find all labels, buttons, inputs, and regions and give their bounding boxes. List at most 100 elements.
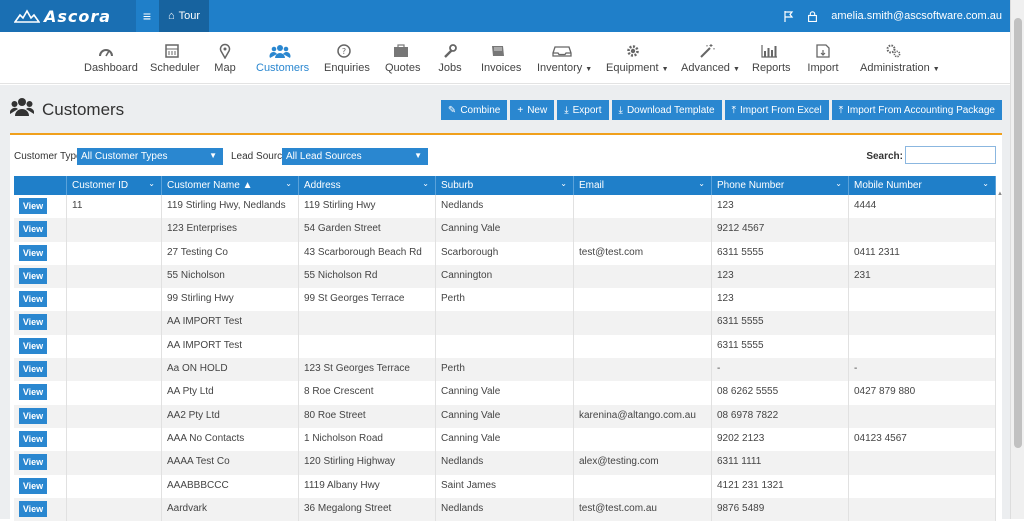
flag-icon[interactable] xyxy=(784,10,794,22)
view-button[interactable]: View xyxy=(19,430,47,447)
logo-text: Ascora xyxy=(44,6,112,26)
import-icon xyxy=(816,44,830,58)
cell-customer-id xyxy=(67,311,162,335)
customer-type-select[interactable]: All Customer Types ▼ xyxy=(77,148,223,165)
nav-quotes[interactable]: Quotes xyxy=(385,43,420,74)
table-row: View 27 Testing Co 43 Scarborough Beach Rd… xyxy=(14,241,996,265)
cell-phone-number: 123 xyxy=(712,264,849,289)
cell-phone-number: 08 6978 7822 xyxy=(712,404,849,428)
cell-phone-number: 6311 5555 xyxy=(712,311,849,335)
nav-map[interactable]: Map xyxy=(212,43,238,74)
nav-enquiries[interactable]: ? Enquiries xyxy=(324,43,370,74)
view-button[interactable]: View xyxy=(19,221,47,238)
hamburger-menu-icon[interactable]: ≡ xyxy=(142,8,152,24)
cell-email xyxy=(574,218,712,242)
import-from-accounting-button[interactable]: ⤒ Import From Accounting Package xyxy=(831,100,1002,120)
column-header-email[interactable]: Email ⌄ xyxy=(574,176,712,195)
view-button[interactable]: View xyxy=(19,244,47,261)
import-from-excel-button[interactable]: ⤒ Import From Excel xyxy=(724,100,829,120)
cell-phone-number: 6311 5555 xyxy=(712,334,849,359)
nav-reports[interactable]: Reports xyxy=(752,43,791,74)
cell-suburb: Saint James xyxy=(436,474,574,498)
column-header-customer-name[interactable]: Customer Name ▲ ⌄ xyxy=(162,176,299,195)
view-button[interactable]: View xyxy=(19,477,47,494)
cell-actions: View xyxy=(14,218,67,242)
cell-suburb: Nedlands xyxy=(436,195,574,219)
chevron-down-icon: ▼ xyxy=(585,66,593,73)
cell-mobile-number xyxy=(849,451,996,475)
lead-source-select[interactable]: All Lead Sources ▼ xyxy=(282,148,428,165)
ascora-logo[interactable]: Ascora xyxy=(0,0,136,32)
cell-email xyxy=(574,288,712,312)
nav-inventory[interactable]: Inventory ▼ xyxy=(537,43,592,74)
page-scrollbar[interactable] xyxy=(1010,0,1024,519)
cell-mobile-number: 04123 4567 xyxy=(849,427,996,452)
table-scrollbar[interactable]: ▲ xyxy=(996,191,1004,521)
combine-button[interactable]: ✎ Combine xyxy=(440,100,508,120)
cell-mobile-number xyxy=(849,311,996,335)
nav-dashboard[interactable]: Dashboard xyxy=(84,43,138,74)
chevron-down-icon[interactable]: ⌄ xyxy=(835,179,842,188)
view-button[interactable]: View xyxy=(19,407,47,424)
view-button[interactable]: View xyxy=(19,454,47,471)
cell-customer-name: AA2 Pty Ltd xyxy=(162,404,299,428)
export-button[interactable]: ⤓ Export xyxy=(557,100,609,120)
magic-wand-icon: ✎ xyxy=(447,104,457,116)
search-input[interactable] xyxy=(905,146,996,164)
view-button[interactable]: View xyxy=(19,384,47,401)
nav-scheduler[interactable]: Scheduler xyxy=(150,43,200,74)
cell-email xyxy=(574,195,712,219)
view-button[interactable]: View xyxy=(19,337,47,354)
cell-email xyxy=(574,358,712,382)
map-pin-icon xyxy=(219,43,231,59)
view-button[interactable]: View xyxy=(19,198,47,214)
nav-advanced[interactable]: Advanced ▼ xyxy=(681,43,740,74)
lock-icon[interactable] xyxy=(808,10,818,22)
tour-button[interactable]: ⌂ Tour xyxy=(159,0,209,32)
nav-invoices[interactable]: Invoices xyxy=(481,43,521,74)
chevron-down-icon[interactable]: ⌄ xyxy=(148,179,155,188)
user-email[interactable]: amelia.smith@ascsoftware.com.au xyxy=(831,10,1002,22)
cell-address xyxy=(299,334,436,359)
nav-customers[interactable]: Customers xyxy=(256,43,309,74)
cell-mobile-number xyxy=(849,218,996,242)
new-button[interactable]: + New xyxy=(510,100,555,120)
cell-phone-number: 9212 4567 xyxy=(712,218,849,242)
view-button[interactable]: View xyxy=(19,314,47,331)
cell-suburb: Canning Vale xyxy=(436,404,574,428)
cell-address: 43 Scarborough Beach Rd xyxy=(299,241,436,265)
view-button[interactable]: View xyxy=(19,267,47,284)
nav-jobs[interactable]: Jobs xyxy=(438,43,462,74)
briefcase-icon xyxy=(394,44,408,57)
table-row: View AA Pty Ltd 8 Roe Crescent Canning Vale… xyxy=(14,381,996,405)
logo-mark-icon xyxy=(14,9,40,23)
page-header: Customers ✎ Combine + New ⤓ Export ⤓ Downloa… xyxy=(0,85,1010,133)
view-button[interactable]: View xyxy=(19,361,47,378)
page-scrollbar-thumb[interactable] xyxy=(1014,18,1022,448)
chevron-down-icon[interactable]: ⌄ xyxy=(422,179,429,188)
column-header-phone-number[interactable]: Phone Number ⌄ xyxy=(712,176,849,195)
view-button[interactable]: View xyxy=(19,500,47,517)
chevron-down-icon[interactable]: ⌄ xyxy=(560,179,567,188)
cell-email xyxy=(574,264,712,289)
cell-actions: View xyxy=(14,311,67,335)
cell-address: 36 Megalong Street xyxy=(299,497,436,521)
nav-equipment[interactable]: Equipment ▼ xyxy=(606,43,669,74)
caret-down-icon: ▼ xyxy=(414,151,422,160)
download-template-button[interactable]: ⤓ Download Template xyxy=(611,100,722,120)
view-button[interactable]: View xyxy=(19,291,47,308)
cell-address: 1 Nicholson Road xyxy=(299,427,436,452)
main-navigation: Dashboard Scheduler Map Customers ? Enqu… xyxy=(0,32,1010,84)
cell-address: 54 Garden Street xyxy=(299,218,436,242)
chevron-down-icon[interactable]: ⌄ xyxy=(285,179,292,188)
column-header-suburb[interactable]: Suburb ⌄ xyxy=(436,176,574,195)
nav-import[interactable]: Import xyxy=(807,43,839,74)
chevron-down-icon[interactable]: ⌄ xyxy=(982,179,989,188)
scroll-up-icon[interactable]: ▲ xyxy=(997,191,1003,197)
cell-suburb: Nedlands xyxy=(436,497,574,521)
chevron-down-icon[interactable]: ⌄ xyxy=(698,179,705,188)
column-header-address[interactable]: Address ⌄ xyxy=(299,176,436,195)
column-header-customer-id[interactable]: Customer ID ⌄ xyxy=(67,176,162,195)
column-header-mobile-number[interactable]: Mobile Number ⌄ xyxy=(849,176,996,195)
nav-administration[interactable]: Administration ▼ xyxy=(860,43,940,74)
